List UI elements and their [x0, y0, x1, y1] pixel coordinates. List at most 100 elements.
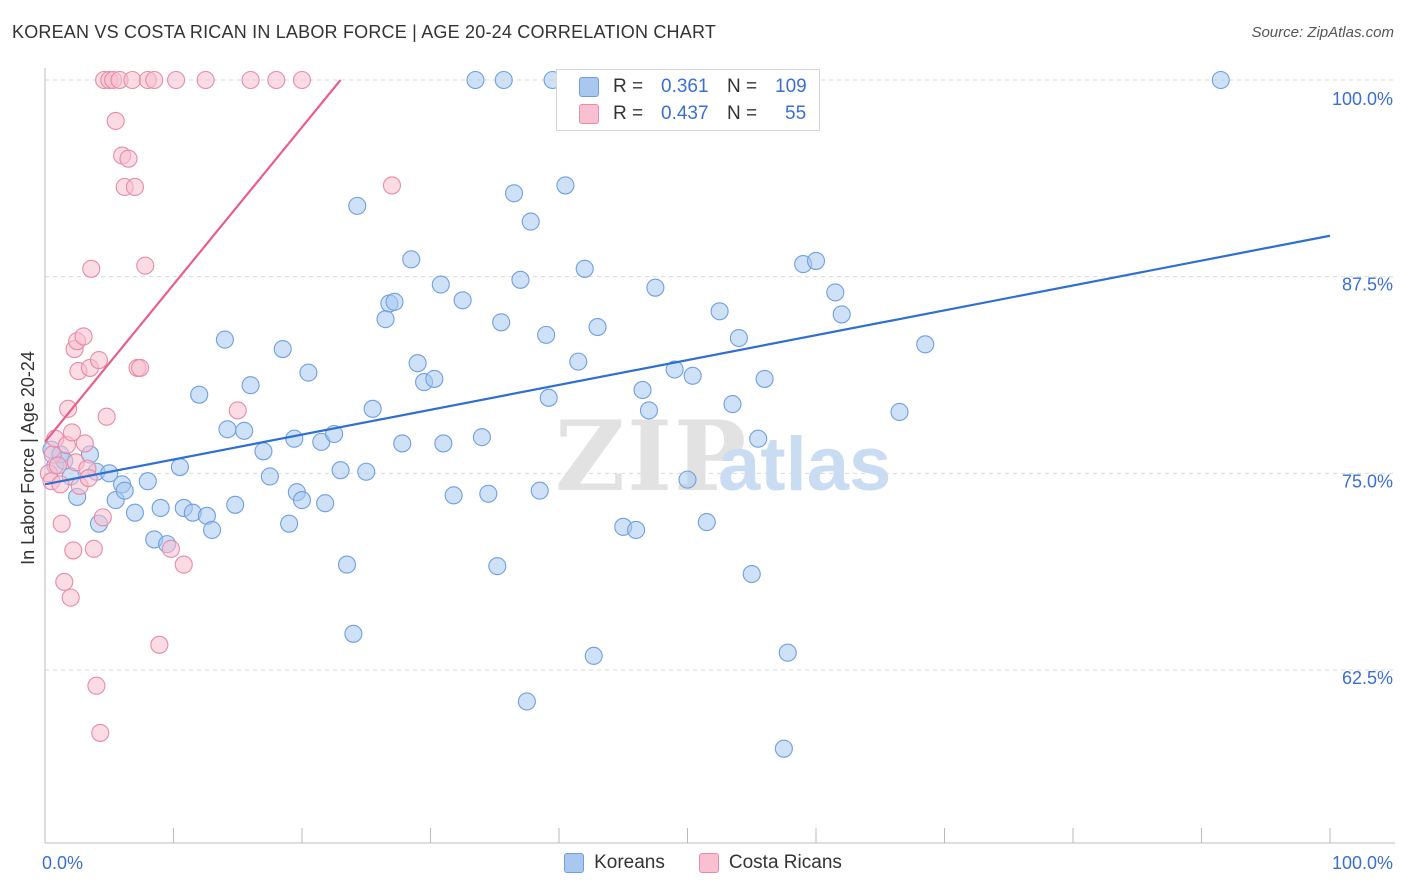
data-point-korean — [408, 354, 427, 373]
data-point-korean — [316, 494, 335, 513]
data-point-korean — [683, 366, 702, 385]
y-tick-label: 87.5% — [1342, 275, 1393, 295]
data-point-costa-rican — [64, 541, 83, 560]
watermark-atlas: atlas — [718, 422, 891, 507]
data-point-korean — [170, 457, 189, 477]
r-value: 0.361 — [661, 76, 709, 97]
legend-swatch-costa-ricans — [698, 853, 719, 873]
n-value: 109 — [775, 76, 807, 97]
data-point-korean — [235, 421, 254, 440]
data-point-korean — [472, 428, 491, 447]
data-point-costa-rican — [145, 70, 164, 90]
data-point-costa-rican — [123, 70, 142, 90]
axis-layer: 100.0% 87.5% 75.0% 62.5% 0.0% 100.0% — [42, 68, 1395, 873]
data-point-korean — [331, 461, 350, 480]
data-point-korean — [569, 352, 588, 371]
x-tick-label: 100.0% — [1332, 853, 1393, 873]
data-point-costa-rican — [62, 423, 82, 442]
data-point-costa-rican — [119, 149, 138, 168]
data-point-costa-rican — [174, 555, 193, 574]
watermark: ZIP atlas — [555, 400, 891, 513]
data-point-costa-rican — [87, 676, 106, 695]
r-label: R = — [613, 76, 644, 97]
data-point-korean — [115, 481, 134, 500]
data-point-korean — [665, 360, 684, 379]
data-point-costa-rican — [75, 434, 94, 453]
data-point-korean — [916, 335, 935, 354]
data-point-korean — [755, 369, 774, 388]
data-point-korean — [125, 503, 144, 522]
data-point-korean — [537, 325, 556, 344]
data-point-costa-rican — [196, 70, 215, 90]
data-point-costa-rican — [61, 588, 80, 607]
trend-layer — [44, 79, 1331, 486]
data-point-korean — [633, 380, 652, 399]
data-point-korean — [697, 513, 716, 532]
data-point-costa-rican — [82, 259, 101, 278]
data-point-korean — [337, 555, 357, 574]
legend-label-costa-ricans: Costa Ricans — [728, 852, 842, 873]
data-point-korean — [530, 481, 549, 500]
data-point-korean — [492, 313, 511, 332]
data-point-korean — [226, 495, 245, 514]
data-point-korean — [299, 363, 318, 382]
data-point-costa-rican — [48, 456, 67, 475]
data-point-korean — [832, 305, 851, 324]
data-point-korean — [627, 520, 646, 540]
stats-swatch-costa-ricans — [579, 104, 599, 124]
data-point-korean — [479, 484, 498, 503]
data-point-korean — [138, 472, 157, 491]
data-point-costa-rican — [136, 256, 155, 275]
data-point-costa-rican — [241, 70, 260, 90]
source-label: Source: ZipAtlas.com — [1251, 24, 1394, 41]
data-point-korean — [494, 70, 513, 90]
data-point-korean — [273, 339, 292, 359]
data-point-korean — [729, 328, 748, 348]
data-point-costa-rican — [55, 572, 74, 591]
data-point-korean — [556, 176, 575, 195]
legend-item-costa-ricans[interactable]: Costa Ricans — [698, 852, 842, 874]
data-point-korean — [539, 388, 558, 407]
n-label: N = — [727, 103, 758, 124]
y-tick-label: 75.0% — [1342, 471, 1393, 491]
data-point-costa-rican — [167, 70, 186, 90]
data-point-korean — [806, 251, 826, 270]
data-point-korean — [285, 429, 304, 448]
stats-box: R = 0.361 N = 109 R = 0.437 N = 55 — [556, 69, 820, 131]
data-point-korean — [218, 420, 237, 439]
data-point-korean — [742, 564, 761, 584]
data-point-korean — [385, 292, 404, 311]
n-value: 55 — [785, 103, 807, 124]
n-label: N = — [727, 76, 758, 97]
data-point-costa-rican — [382, 176, 402, 195]
data-point-korean — [646, 278, 665, 297]
data-point-costa-rican — [97, 407, 116, 426]
data-point-korean — [215, 330, 234, 349]
data-point-korean — [1211, 70, 1230, 90]
data-point-costa-rican — [161, 539, 180, 558]
chart-title: KOREAN VS COSTA RICAN IN LABOR FORCE | A… — [12, 22, 717, 42]
data-point-korean — [466, 70, 485, 90]
data-point-korean — [434, 434, 453, 453]
data-point-costa-rican — [150, 635, 169, 654]
data-point-korean — [453, 291, 472, 310]
data-point-korean — [511, 270, 530, 289]
data-point-korean — [292, 491, 312, 510]
data-point-costa-rican — [131, 358, 150, 377]
data-point-korean — [588, 317, 607, 337]
data-point-korean — [678, 470, 697, 489]
data-point-korean — [584, 646, 603, 665]
data-point-korean — [425, 369, 444, 388]
data-point-korean — [488, 557, 507, 576]
data-point-korean — [393, 434, 412, 453]
data-point-korean — [517, 692, 536, 711]
data-point-korean — [504, 184, 524, 203]
r-value: 0.437 — [661, 103, 709, 124]
data-point-korean — [521, 212, 540, 231]
data-point-korean — [710, 302, 729, 321]
data-point-korean — [151, 498, 170, 517]
legend-item-koreans[interactable]: Koreans — [564, 852, 665, 874]
data-point-korean — [723, 395, 742, 414]
data-point-korean — [254, 442, 273, 461]
